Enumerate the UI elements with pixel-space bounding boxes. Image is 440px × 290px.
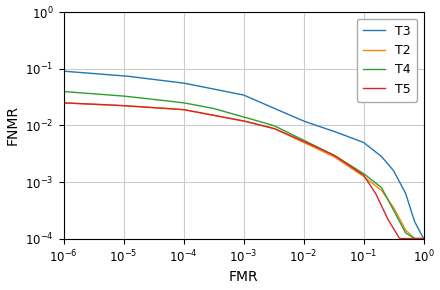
T4 [257,120,263,124]
T2 [420,237,425,240]
T2 [121,104,127,108]
T3 [121,74,127,77]
T4 [250,118,255,121]
T4 [217,108,222,112]
T2 [61,101,66,105]
T5 [257,123,263,127]
T4 [412,237,417,240]
T4 [109,93,114,97]
T5 [421,237,426,240]
T2 [182,108,187,112]
T2 [250,122,255,125]
T2 [421,237,426,240]
T5 [61,101,66,105]
T5 [109,103,114,107]
Y-axis label: FNMR: FNMR [6,106,19,146]
T3 [257,101,263,104]
Line: T3: T3 [63,71,424,239]
Line: T4: T4 [63,92,424,239]
T5 [250,122,255,125]
T4 [182,101,187,105]
Line: T2: T2 [63,103,424,239]
T5 [182,108,187,112]
T3 [61,69,66,73]
T5 [217,115,222,118]
T2 [217,115,222,118]
Legend: T3, T2, T4, T5: T3, T2, T4, T5 [356,19,418,102]
T2 [257,123,263,127]
T5 [421,237,426,240]
T5 [121,104,127,108]
T4 [61,90,66,93]
T4 [121,94,127,98]
Line: T5: T5 [63,103,424,239]
T3 [109,73,114,77]
T3 [421,237,426,240]
T4 [421,237,426,240]
X-axis label: FMR: FMR [229,271,258,284]
T3 [217,88,222,92]
T3 [182,81,187,85]
T2 [109,103,114,107]
T3 [250,97,255,101]
